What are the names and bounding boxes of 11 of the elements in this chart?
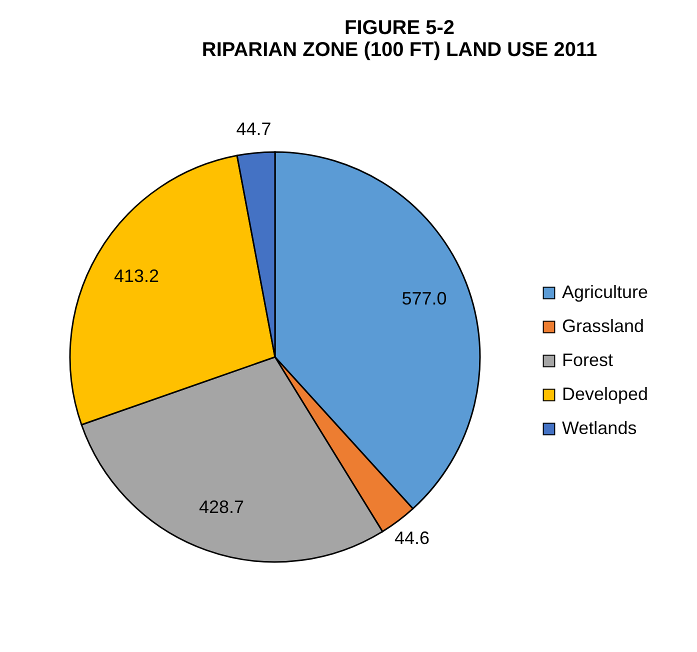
data-label: 44.7 — [236, 118, 272, 139]
data-label: 44.6 — [394, 528, 430, 548]
legend-label: Wetlands — [562, 418, 637, 438]
legend-label: Forest — [562, 350, 614, 370]
legend-label: Grassland — [562, 316, 644, 336]
legend-label: Agriculture — [562, 282, 648, 302]
chart-title: FIGURE 5-2 RIPARIAN ZONE (100 FT) LAND USE 2011 — [202, 17, 598, 61]
data-label: 413.2 — [114, 266, 159, 286]
data-label: 428.7 — [198, 496, 244, 517]
data-label: 577.0 — [402, 288, 447, 308]
legend-label: Developed — [562, 384, 648, 404]
